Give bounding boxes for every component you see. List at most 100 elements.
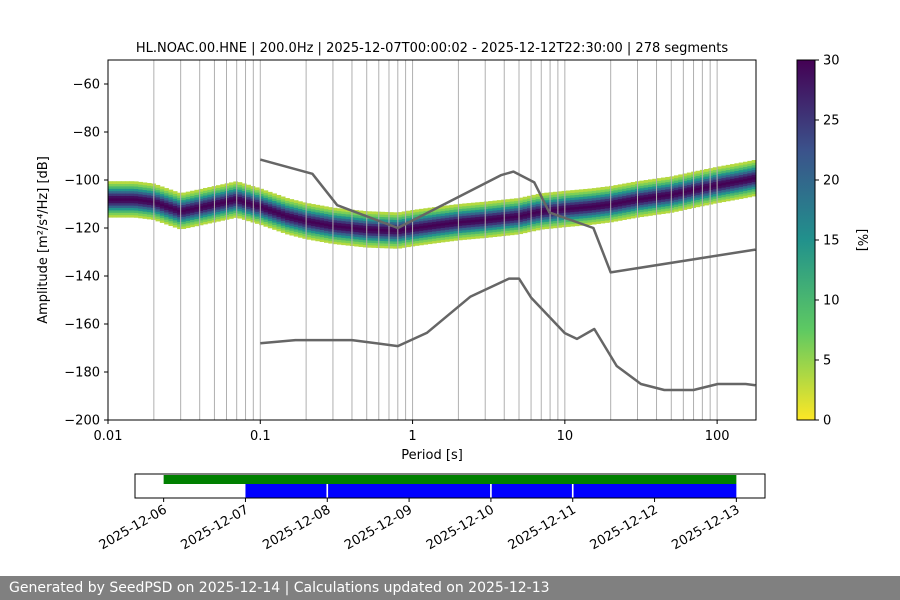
psd-cell — [220, 186, 226, 190]
psd-cell — [311, 206, 316, 210]
psd-cell — [112, 210, 118, 213]
psd-cell — [397, 240, 403, 244]
psd-cell — [237, 184, 243, 188]
psd-cell — [552, 191, 558, 195]
psd-cell — [639, 197, 645, 201]
psd-cell — [336, 232, 342, 236]
psd-cell — [254, 213, 260, 217]
psd-cell — [548, 223, 554, 227]
psd-cell — [665, 208, 670, 211]
psd-cell — [656, 194, 662, 198]
psd-cell — [535, 222, 541, 226]
psd-cell — [432, 211, 437, 215]
psd-cell — [120, 202, 126, 206]
psd-cell — [263, 204, 269, 208]
psd-cell — [583, 215, 588, 219]
psd-cell — [172, 212, 178, 216]
psd-cell — [613, 204, 619, 208]
psd-cell — [246, 215, 251, 219]
psd-cell — [341, 220, 346, 224]
psd-cell — [133, 193, 139, 197]
psd-cell — [518, 197, 524, 201]
psd-cell — [293, 219, 299, 223]
psd-cell — [596, 201, 601, 205]
psd-cell — [682, 195, 688, 198]
psd-cell — [665, 205, 670, 209]
psd-cell — [380, 243, 385, 246]
psd-cell — [112, 195, 118, 199]
psd-cell — [220, 198, 226, 202]
psd-cell — [470, 219, 476, 223]
psd-cell — [125, 214, 130, 218]
psd-cell — [375, 238, 381, 241]
psd-cell — [682, 192, 688, 196]
psd-cell — [583, 220, 588, 223]
psd-cell — [591, 192, 597, 196]
psd-cell — [237, 201, 243, 205]
psd-cell — [289, 223, 295, 226]
psd-cell — [738, 181, 744, 185]
psd-cell — [565, 209, 571, 213]
psd-cell — [254, 194, 260, 198]
psd-cell — [704, 202, 709, 206]
psd-cell — [367, 225, 372, 229]
psd-cell — [751, 191, 757, 195]
psd-cell — [717, 197, 722, 201]
psd-cell — [483, 203, 489, 207]
psd-cell — [548, 221, 554, 224]
psd-cell — [527, 224, 532, 228]
psd-cell — [190, 193, 195, 196]
psd-cell — [475, 219, 480, 222]
psd-cell — [505, 230, 511, 234]
psd-cell — [574, 208, 580, 212]
psd-cell — [237, 191, 243, 195]
psd-cell — [540, 221, 545, 225]
psd-cell — [345, 242, 351, 246]
psd-cell — [725, 184, 731, 187]
psd-cell — [462, 234, 467, 238]
psd-cell — [358, 236, 364, 240]
psd-cell — [367, 232, 372, 236]
psd-cell — [527, 217, 532, 221]
psd-cell — [259, 200, 264, 204]
psd-cell — [259, 217, 264, 221]
psd-cell — [527, 219, 532, 223]
y-tick-label: −120 — [64, 222, 100, 237]
psd-cell — [246, 218, 251, 222]
psd-cell — [190, 197, 195, 201]
psd-cell — [505, 228, 511, 231]
psd-cell — [272, 215, 277, 218]
psd-cell — [440, 205, 446, 209]
psd-cell — [453, 204, 459, 208]
psd-cell — [272, 200, 277, 204]
psd-cell — [743, 190, 748, 194]
psd-cell — [725, 181, 731, 185]
psd-cell — [393, 233, 398, 237]
psd-cell — [488, 217, 493, 221]
psd-cell — [367, 213, 372, 217]
psd-cell — [362, 220, 368, 224]
psd-cell — [604, 188, 610, 192]
psd-cell — [142, 204, 148, 207]
psd-cell — [557, 200, 562, 204]
psd-cell — [747, 192, 753, 195]
psd-cell — [544, 202, 550, 206]
psd-cell — [181, 199, 187, 203]
psd-cell — [717, 195, 722, 199]
psd-cell — [565, 202, 571, 206]
psd-cell — [172, 193, 178, 197]
psd-cell — [280, 196, 286, 200]
psd-cell — [427, 238, 433, 242]
psd-cell — [397, 224, 403, 227]
psd-cell — [116, 198, 122, 201]
psd-cell — [483, 230, 489, 234]
psd-cell — [488, 227, 493, 231]
psd-cell — [444, 212, 450, 216]
psd-cell — [686, 194, 692, 197]
psd-cell — [324, 232, 329, 236]
psd-cell — [172, 191, 178, 194]
psd-cell — [457, 223, 463, 226]
psd-cell — [419, 223, 424, 227]
psd-cell — [734, 177, 740, 181]
psd-cell — [652, 190, 658, 194]
